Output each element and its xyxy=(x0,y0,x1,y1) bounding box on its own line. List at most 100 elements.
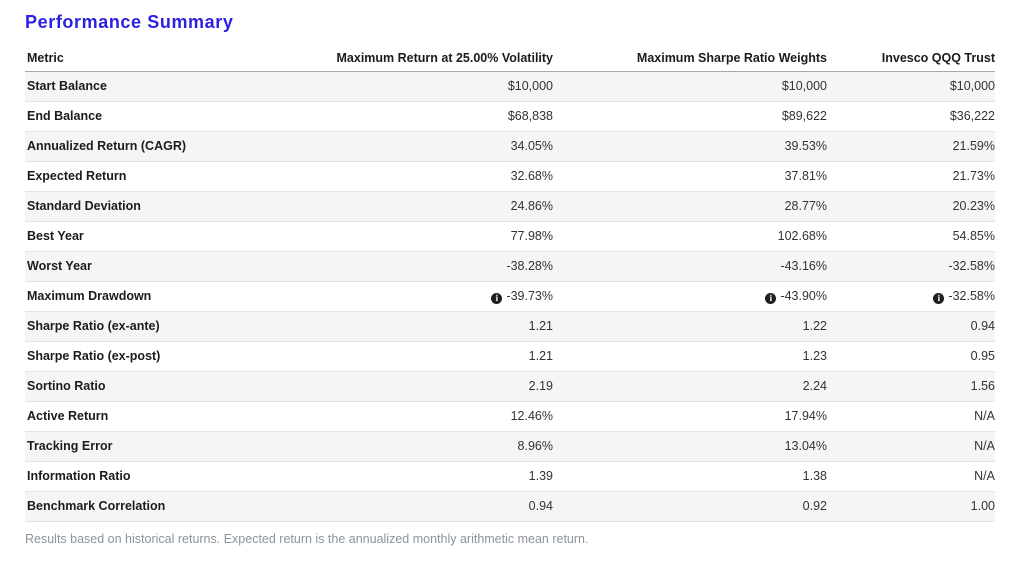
value-cell: $10,000 xyxy=(325,71,553,101)
info-icon[interactable]: i xyxy=(491,292,503,304)
value-cell: -38.28% xyxy=(325,251,553,281)
value-text: 28.77% xyxy=(784,199,827,213)
value-cell: 39.53% xyxy=(553,131,827,161)
value-cell: 1.22 xyxy=(553,311,827,341)
value-cell: $36,222 xyxy=(827,101,995,131)
value-text: 1.21 xyxy=(528,319,553,333)
value-cell: 21.73% xyxy=(827,161,995,191)
performance-table: Metric Maximum Return at 25.00% Volatili… xyxy=(25,46,995,522)
value-cell: 21.59% xyxy=(827,131,995,161)
value-cell: N/A xyxy=(827,431,995,461)
header-row: Metric Maximum Return at 25.00% Volatili… xyxy=(25,46,995,72)
value-cell: 12.46% xyxy=(325,401,553,431)
value-cell: 37.81% xyxy=(553,161,827,191)
table-row: Sortino Ratio 2.19 2.24 1.56 xyxy=(25,371,995,401)
value-cell: 0.92 xyxy=(553,491,827,521)
value-text: $68,838 xyxy=(507,109,553,123)
metric-label: Expected Return xyxy=(27,169,127,183)
value-cell: 54.85% xyxy=(827,221,995,251)
metric-label: Maximum Drawdown xyxy=(27,289,152,303)
value-text: 8.96% xyxy=(517,439,553,453)
value-text: 20.23% xyxy=(952,199,995,213)
value-cell: 1.38 xyxy=(553,461,827,491)
value-cell: 1.23 xyxy=(553,341,827,371)
info-icon[interactable]: i xyxy=(765,292,777,304)
metric-label: Standard Deviation xyxy=(27,199,141,213)
metric-label: Worst Year xyxy=(27,259,92,273)
value-cell: 2.19 xyxy=(325,371,553,401)
value-text: 21.59% xyxy=(952,139,995,153)
metric-label: Best Year xyxy=(27,229,84,243)
value-cell: 34.05% xyxy=(325,131,553,161)
performance-summary-page: Performance Summary Metric Maximum Retur… xyxy=(25,12,995,546)
value-cell: 2.24 xyxy=(553,371,827,401)
table-row: Benchmark Correlation 0.94 0.92 1.00 xyxy=(25,491,995,521)
value-cell: 1.00 xyxy=(827,491,995,521)
info-icon[interactable]: i xyxy=(933,292,945,304)
value-text: 0.92 xyxy=(802,499,827,513)
value-text: -43.16% xyxy=(780,259,827,273)
value-cell: -43.16% xyxy=(553,251,827,281)
value-text: 1.22 xyxy=(802,319,827,333)
value-cell: 28.77% xyxy=(553,191,827,221)
metric-label: Active Return xyxy=(27,409,109,423)
value-text: 2.24 xyxy=(802,379,827,393)
value-cell: 24.86% xyxy=(325,191,553,221)
table-row: Tracking Error 8.96% 13.04% N/A xyxy=(25,431,995,461)
value-text: 1.00 xyxy=(970,499,995,513)
metric-label: Tracking Error xyxy=(27,439,113,453)
table-row: Expected Return 32.68% 37.81% 21.73% xyxy=(25,161,995,191)
value-cell: i -32.58% xyxy=(827,281,995,311)
table-row: Sharpe Ratio (ex-ante) 1.21 1.22 0.94 xyxy=(25,311,995,341)
table-body: Start Balance $10,000 $10,000 $10,000 En… xyxy=(25,71,995,521)
value-text: 12.46% xyxy=(510,409,553,423)
value-text: 1.56 xyxy=(970,379,995,393)
value-cell: 0.94 xyxy=(325,491,553,521)
value-text: 0.94 xyxy=(970,319,995,333)
table-row: Best Year 77.98% 102.68% 54.85% xyxy=(25,221,995,251)
value-text: $89,622 xyxy=(781,109,827,123)
column-header-invesco-qqq: Invesco QQQ Trust xyxy=(827,46,995,72)
value-cell: 1.39 xyxy=(325,461,553,491)
value-cell: 102.68% xyxy=(553,221,827,251)
table-row: Active Return 12.46% 17.94% N/A xyxy=(25,401,995,431)
table-row: Sharpe Ratio (ex-post) 1.21 1.23 0.95 xyxy=(25,341,995,371)
metric-label: Sharpe Ratio (ex-ante) xyxy=(27,319,160,333)
value-cell: $89,622 xyxy=(553,101,827,131)
value-text: 13.04% xyxy=(784,439,827,453)
value-text: N/A xyxy=(974,409,995,423)
value-cell: i -39.73% xyxy=(325,281,553,311)
value-cell: i -43.90% xyxy=(553,281,827,311)
metric-label: Information Ratio xyxy=(27,469,131,483)
value-text: 102.68% xyxy=(777,229,827,243)
value-text: 24.86% xyxy=(510,199,553,213)
value-text: 0.94 xyxy=(528,499,553,513)
column-header-max-return-volatility: Maximum Return at 25.00% Volatility xyxy=(325,46,553,72)
value-text: -43.90% xyxy=(780,288,827,303)
value-text: 37.81% xyxy=(784,169,827,183)
table-row: End Balance $68,838 $89,622 $36,222 xyxy=(25,101,995,131)
metric-label: Benchmark Correlation xyxy=(27,499,166,513)
value-cell: 1.56 xyxy=(827,371,995,401)
value-cell: N/A xyxy=(827,461,995,491)
value-text: 1.39 xyxy=(528,469,553,483)
value-text: 34.05% xyxy=(510,139,553,153)
metric-label: Start Balance xyxy=(27,79,107,93)
table-row: Information Ratio 1.39 1.38 N/A xyxy=(25,461,995,491)
results-footnote: Results based on historical returns. Exp… xyxy=(25,531,589,546)
value-cell: 1.21 xyxy=(325,341,553,371)
table-row: Maximum Drawdown i -39.73% i -43.90% i -32.… xyxy=(25,281,995,311)
value-text: -32.58% xyxy=(948,259,995,273)
value-text: 39.53% xyxy=(784,139,827,153)
value-cell: 32.68% xyxy=(325,161,553,191)
value-text: $10,000 xyxy=(949,79,995,93)
value-text: 21.73% xyxy=(952,169,995,183)
metric-label: Sharpe Ratio (ex-post) xyxy=(27,349,161,363)
value-text: 1.38 xyxy=(802,469,827,483)
value-text: N/A xyxy=(974,439,995,453)
value-text: 77.98% xyxy=(510,229,553,243)
value-text: 17.94% xyxy=(784,409,827,423)
column-header-max-sharpe-weights: Maximum Sharpe Ratio Weights xyxy=(553,46,827,72)
page-title: Performance Summary xyxy=(25,12,234,32)
value-text: 54.85% xyxy=(952,229,995,243)
